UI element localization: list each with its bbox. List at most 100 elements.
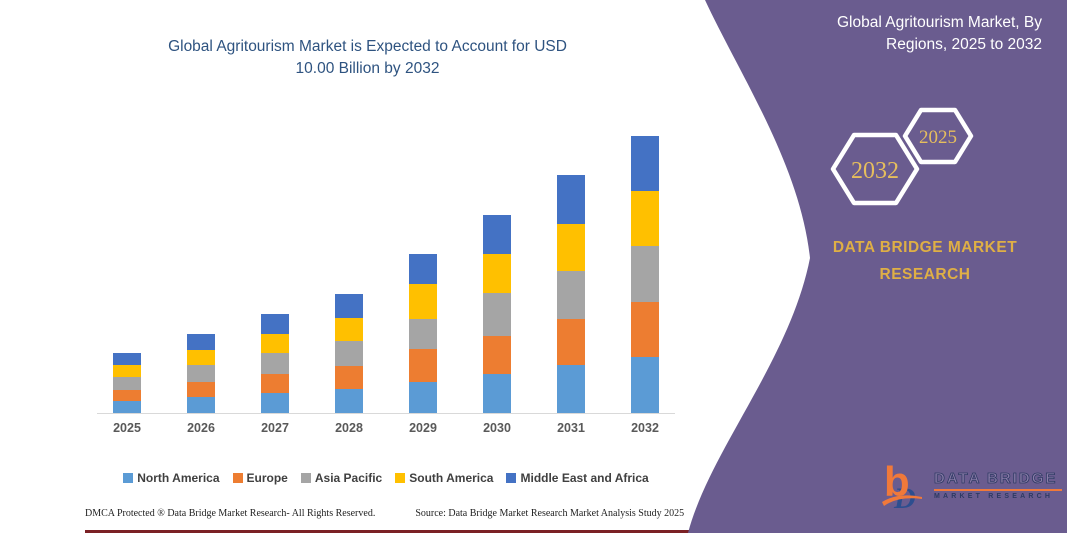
dbmr-logo-icon: D b xyxy=(882,458,922,512)
legend-swatch-europe xyxy=(232,473,243,483)
legend-item-europe: Europe xyxy=(232,471,288,485)
logo-wordmark: DATA BRIDGE MARKET RESEARCH xyxy=(934,470,1062,500)
logo-name-text: DATA BRIDGE xyxy=(934,470,1058,488)
x-label-text: 2032 xyxy=(631,421,659,435)
bar-segment-middle-east-and-africa-2027 xyxy=(261,314,289,335)
bar-segment-middle-east-and-africa-2029 xyxy=(409,254,437,285)
footer: DMCA Protected ® Data Bridge Market Rese… xyxy=(85,508,684,519)
bar-segment-asia-pacific-2028 xyxy=(335,341,363,366)
x-label-2030: 2030 xyxy=(483,421,511,435)
logo-divider-line xyxy=(934,489,1062,491)
bottom-accent-line xyxy=(85,530,1067,533)
bar-segment-south-america-2029 xyxy=(409,284,437,319)
x-axis-labels: 2025 2026 2027 2028 2029 2030 2031 2032 xyxy=(97,421,675,435)
brand-wordmark: DATA BRIDGE MARKET RESEARCH xyxy=(800,234,1050,288)
bar-segment-europe-2030 xyxy=(483,335,511,374)
bar-segment-europe-2031 xyxy=(557,318,585,366)
purple-panel-shape xyxy=(688,0,1067,533)
bar-segment-europe-2025 xyxy=(113,389,141,402)
bar-segment-europe-2029 xyxy=(409,348,437,382)
legend-item-north-america: North America xyxy=(123,471,220,485)
logo-swoosh xyxy=(882,495,922,506)
hexagon-2025-label: 2025 xyxy=(919,127,957,148)
x-label-2029: 2029 xyxy=(409,421,437,435)
stacked-bar-2025 xyxy=(113,353,141,413)
bar-segment-north-america-2031 xyxy=(557,365,585,413)
legend-label-asia-pacific: Asia Pacific xyxy=(314,471,383,485)
legend-swatch-asia-pacific xyxy=(300,473,311,483)
bar-segment-europe-2027 xyxy=(261,374,289,394)
legend-label-europe: Europe xyxy=(246,471,288,485)
panel-title-line1: Global Agritourism Market, By xyxy=(836,14,1042,31)
x-label-text: 2025 xyxy=(113,421,141,435)
bar-segment-middle-east-and-africa-2032 xyxy=(631,135,659,191)
bar-segment-south-america-2026 xyxy=(187,349,215,365)
legend-swatch-middle-east-and-africa xyxy=(506,473,517,483)
bar-segment-asia-pacific-2027 xyxy=(261,353,289,375)
chart-title-line1: Global Agritourism Market is Expected to… xyxy=(168,38,567,55)
bar-segment-asia-pacific-2029 xyxy=(409,318,437,349)
x-label-text: 2028 xyxy=(335,421,363,435)
bar-segment-south-america-2032 xyxy=(631,190,659,246)
chart-title: Global Agritourism Market is Expected to… xyxy=(95,36,640,80)
x-label-2025: 2025 xyxy=(113,421,141,435)
x-label-2027: 2027 xyxy=(261,421,289,435)
x-label-2031: 2031 xyxy=(557,421,585,435)
stacked-bar-2029 xyxy=(409,254,437,413)
legend-swatch-north-america xyxy=(123,473,134,483)
bar-segment-south-america-2031 xyxy=(557,223,585,272)
x-label-2028: 2028 xyxy=(335,421,363,435)
stacked-bar-2026 xyxy=(187,333,215,413)
brand-line1: DATA BRIDGE MARKET xyxy=(832,239,1018,256)
legend-label-middle-east-and-africa: Middle East and Africa xyxy=(520,471,649,485)
bar-segment-europe-2026 xyxy=(187,381,215,397)
bar-segment-north-america-2027 xyxy=(261,393,289,413)
bar-segment-asia-pacific-2025 xyxy=(113,376,141,390)
bar-segment-north-america-2029 xyxy=(409,381,437,413)
bar-segment-south-america-2027 xyxy=(261,334,289,354)
chart-title-line2: 10.00 Billion by 2032 xyxy=(295,60,440,77)
hexagon-2032-label: 2032 xyxy=(851,158,899,184)
legend-swatch-south-america xyxy=(395,473,406,483)
bar-segment-middle-east-and-africa-2028 xyxy=(335,293,363,319)
legend-item-asia-pacific: Asia Pacific xyxy=(300,471,383,485)
legend-item-south-america: South America xyxy=(395,471,493,485)
x-label-text: 2026 xyxy=(187,421,215,435)
bar-segment-north-america-2030 xyxy=(483,373,511,413)
bar-segment-europe-2032 xyxy=(631,301,659,357)
stacked-bar-2031 xyxy=(557,175,585,413)
x-label-2026: 2026 xyxy=(187,421,215,435)
panel-title: Global Agritourism Market, By Regions, 2… xyxy=(730,12,1042,56)
hexagon-badges: 2032 2025 xyxy=(830,107,974,206)
x-label-text: 2029 xyxy=(409,421,437,435)
brand-line2: RESEARCH xyxy=(879,266,971,283)
bar-segment-north-america-2028 xyxy=(335,389,363,413)
panel-title-line2: Regions, 2025 to 2032 xyxy=(886,36,1042,53)
stacked-bar-2027 xyxy=(261,314,289,413)
legend-item-middle-east-and-africa: Middle East and Africa xyxy=(506,471,649,485)
bars-row xyxy=(97,130,675,414)
stacked-bar-2032 xyxy=(631,135,659,413)
bar-segment-asia-pacific-2031 xyxy=(557,271,585,319)
stacked-bar-2030 xyxy=(483,215,511,413)
bar-segment-north-america-2026 xyxy=(187,396,215,413)
bar-segment-north-america-2032 xyxy=(631,357,659,413)
x-label-text: 2031 xyxy=(557,421,585,435)
bar-segment-europe-2028 xyxy=(335,365,363,390)
bar-segment-asia-pacific-2032 xyxy=(631,245,659,302)
x-label-text: 2030 xyxy=(483,421,511,435)
bar-segment-middle-east-and-africa-2025 xyxy=(113,353,141,366)
footer-source-text: Source: Data Bridge Market Research Mark… xyxy=(415,508,685,519)
stacked-bar-2028 xyxy=(335,293,363,413)
x-label-2032: 2032 xyxy=(631,421,659,435)
bar-segment-middle-east-and-africa-2031 xyxy=(557,175,585,224)
legend-label-south-america: South America xyxy=(409,471,494,485)
dbmr-logo: D b DATA BRIDGE MARKET RESEARCH xyxy=(880,458,1062,512)
bar-segment-south-america-2028 xyxy=(335,318,363,342)
bar-segment-asia-pacific-2030 xyxy=(483,293,511,336)
hexagon-2025 xyxy=(902,107,974,165)
